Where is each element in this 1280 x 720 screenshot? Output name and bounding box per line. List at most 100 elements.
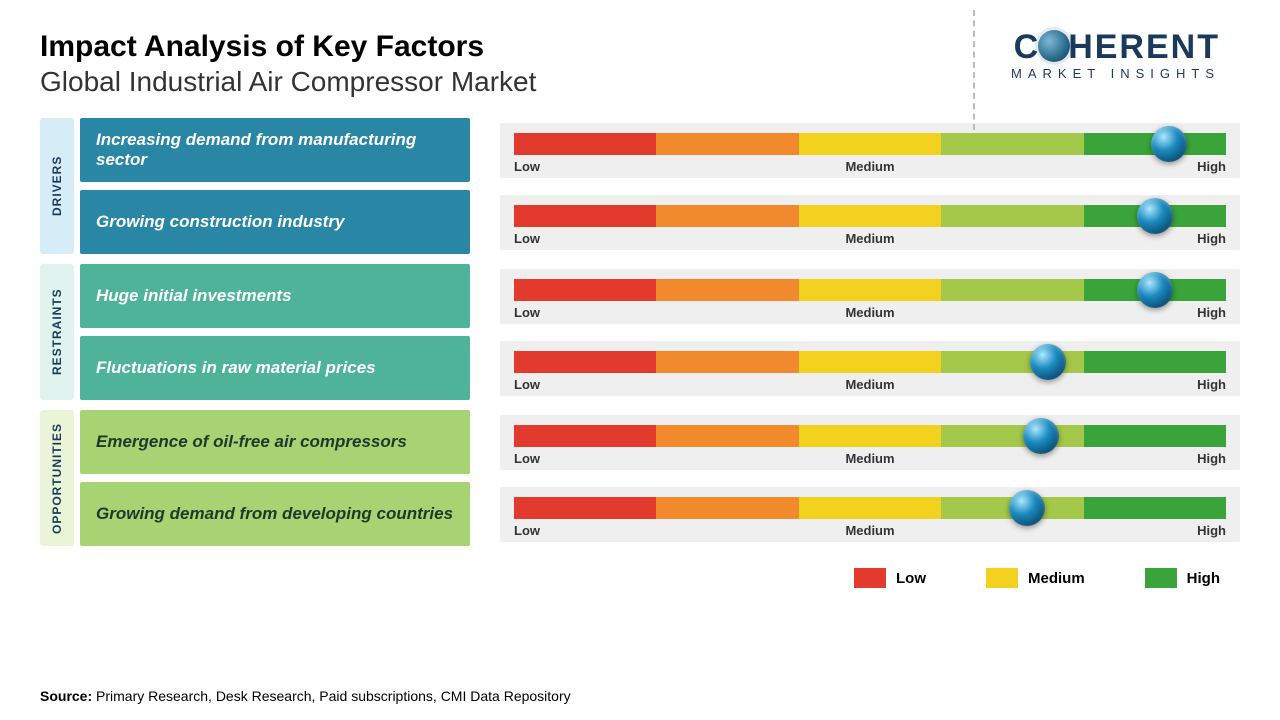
legend-item: Medium bbox=[986, 568, 1085, 588]
scale-track bbox=[514, 425, 1226, 447]
factor-label: Emergence of oil-free air compressors bbox=[80, 410, 470, 474]
scale-segment bbox=[656, 425, 798, 447]
factor-row: Huge initial investments Low Medium High bbox=[80, 264, 1240, 328]
scale-segment bbox=[514, 425, 656, 447]
scale-medium: Medium bbox=[845, 305, 894, 320]
page-subtitle: Global Industrial Air Compressor Market bbox=[40, 66, 536, 98]
scale-segment bbox=[941, 425, 1083, 447]
impact-marker bbox=[1009, 490, 1045, 526]
legend: Low Medium High bbox=[0, 564, 1280, 588]
legend-swatch bbox=[986, 568, 1018, 588]
scale-segment bbox=[656, 133, 798, 155]
factor-row: Emergence of oil-free air compressors Low… bbox=[80, 410, 1240, 474]
scale-track bbox=[514, 351, 1226, 373]
scale-segment bbox=[1084, 351, 1226, 373]
globe-icon bbox=[1038, 30, 1070, 62]
scale-low: Low bbox=[514, 523, 540, 538]
impact-marker bbox=[1137, 198, 1173, 234]
category-rows: Emergence of oil-free air compressors Low… bbox=[80, 410, 1240, 546]
scale-segment bbox=[656, 351, 798, 373]
scale-track bbox=[514, 497, 1226, 519]
scale-low: Low bbox=[514, 231, 540, 246]
factor-label: Huge initial investments bbox=[80, 264, 470, 328]
header: Impact Analysis of Key Factors Global In… bbox=[0, 0, 1280, 108]
scale-segment bbox=[656, 279, 798, 301]
scale-track bbox=[514, 279, 1226, 301]
factor-row: Growing demand from developing countries… bbox=[80, 482, 1240, 546]
scale-low: Low bbox=[514, 377, 540, 392]
legend-swatch bbox=[1145, 568, 1177, 588]
page-title: Impact Analysis of Key Factors bbox=[40, 30, 536, 64]
vertical-divider bbox=[973, 10, 975, 130]
impact-scale: Low Medium High bbox=[500, 487, 1240, 542]
source-note: Source: Primary Research, Desk Research,… bbox=[40, 688, 571, 704]
category-rows: Huge initial investmentsLowMediumHighFlu… bbox=[80, 264, 1240, 400]
scale-low: Low bbox=[514, 451, 540, 466]
scale-segment bbox=[514, 205, 656, 227]
scale-segment bbox=[799, 425, 941, 447]
scale-track bbox=[514, 205, 1226, 227]
scale-high: High bbox=[1197, 159, 1226, 174]
source-label: Source: bbox=[40, 688, 92, 704]
logo-subtitle: MARKET INSIGHTS bbox=[1011, 66, 1220, 81]
impact-marker bbox=[1137, 272, 1173, 308]
scale-medium: Medium bbox=[845, 451, 894, 466]
logo-text: C HERENT bbox=[1011, 30, 1220, 64]
scale-high: High bbox=[1197, 377, 1226, 392]
scale-low: Low bbox=[514, 305, 540, 320]
category-block: RESTRAINTSHuge initial investments Low Med… bbox=[40, 264, 1240, 400]
factor-row: Increasing demand from manufacturing sec… bbox=[80, 118, 1240, 182]
category-label: OPPORTUNITIES bbox=[40, 410, 74, 546]
factor-row: Growing construction industry Low Medium Hi… bbox=[80, 190, 1240, 254]
legend-item: High bbox=[1145, 568, 1220, 588]
brand-logo: C HERENT MARKET INSIGHTS bbox=[1011, 30, 1240, 81]
scale-segment bbox=[941, 205, 1083, 227]
impact-marker bbox=[1023, 418, 1059, 454]
scale-segment bbox=[799, 351, 941, 373]
factor-label: Increasing demand from manufacturing sec… bbox=[80, 118, 470, 182]
scale-segment bbox=[941, 133, 1083, 155]
scale-segment bbox=[514, 497, 656, 519]
logo-prefix: C bbox=[1014, 28, 1041, 66]
legend-label: High bbox=[1187, 570, 1220, 587]
impact-scale: Low Medium High bbox=[500, 269, 1240, 324]
chart-body: DRIVERSIncreasing demand from manufactur… bbox=[0, 108, 1280, 564]
scale-low: Low bbox=[514, 159, 540, 174]
scale-segment bbox=[514, 351, 656, 373]
impact-scale: Low Medium High bbox=[500, 195, 1240, 250]
scale-segment bbox=[799, 133, 941, 155]
logo-suffix: HERENT bbox=[1068, 28, 1220, 66]
scale-medium: Medium bbox=[845, 523, 894, 538]
scale-segment bbox=[514, 279, 656, 301]
legend-swatch bbox=[854, 568, 886, 588]
scale-segment bbox=[514, 133, 656, 155]
factor-label: Growing construction industry bbox=[80, 190, 470, 254]
scale-track bbox=[514, 133, 1226, 155]
scale-axis-labels: Low Medium High bbox=[514, 231, 1226, 246]
scale-axis-labels: Low Medium High bbox=[514, 377, 1226, 392]
scale-axis-labels: LowMediumHigh bbox=[514, 451, 1226, 466]
scale-medium: Medium bbox=[845, 377, 894, 392]
scale-axis-labels: Low Medium High bbox=[514, 523, 1226, 538]
legend-item: Low bbox=[854, 568, 926, 588]
scale-axis-labels: Low Medium High bbox=[514, 305, 1226, 320]
scale-segment bbox=[656, 205, 798, 227]
title-block: Impact Analysis of Key Factors Global In… bbox=[40, 30, 536, 98]
source-text: Primary Research, Desk Research, Paid su… bbox=[92, 688, 571, 704]
scale-medium: Medium bbox=[845, 159, 894, 174]
factor-row: Fluctuations in raw material prices Low Me… bbox=[80, 336, 1240, 400]
scale-medium: Medium bbox=[845, 231, 894, 246]
scale-high: High bbox=[1197, 231, 1226, 246]
category-rows: Increasing demand from manufacturing sec… bbox=[80, 118, 1240, 254]
scale-segment bbox=[941, 279, 1083, 301]
impact-marker bbox=[1030, 344, 1066, 380]
scale-high: High bbox=[1197, 305, 1226, 320]
category-label: RESTRAINTS bbox=[40, 264, 74, 400]
factor-label: Fluctuations in raw material prices bbox=[80, 336, 470, 400]
scale-segment bbox=[799, 497, 941, 519]
impact-scale: Low Medium High bbox=[500, 341, 1240, 396]
category-block: OPPORTUNITIESEmergence of oil-free air c… bbox=[40, 410, 1240, 546]
scale-high: High bbox=[1197, 523, 1226, 538]
scale-segment bbox=[799, 205, 941, 227]
category-label: DRIVERS bbox=[40, 118, 74, 254]
